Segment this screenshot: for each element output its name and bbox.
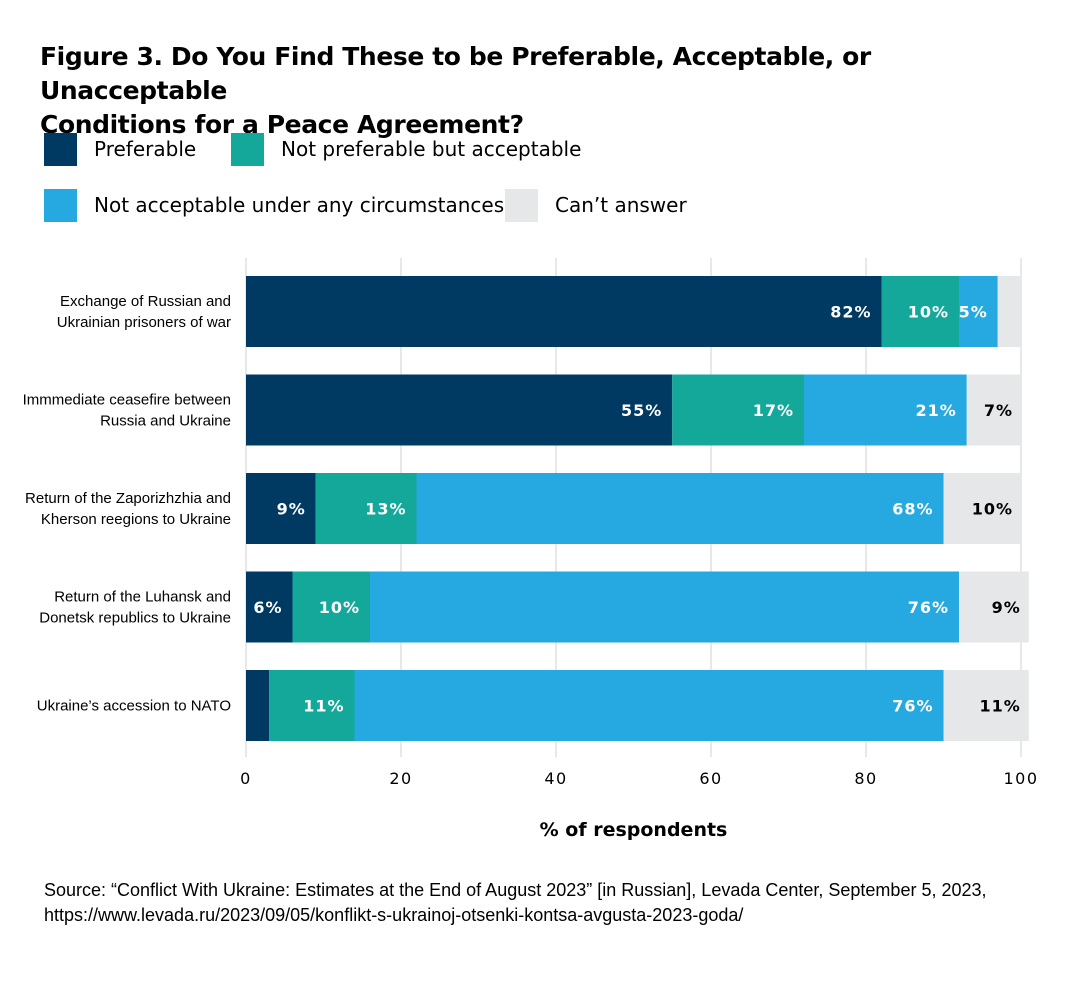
bar-segment-row4-series2 [354,670,944,741]
data-label-row1-series3: 7% [984,401,1013,420]
category-label-row2-line1: Kherson reegions to Ukraine [41,511,231,528]
bar-segment-row3-series1 [292,571,370,643]
x-tick-label-40: 40 [544,769,567,788]
legend-swatch-cant-answer [505,188,538,222]
bar-segment-row2-series3 [943,473,1021,544]
chart-title-line-2: Conditions for a Peace Agreement? [40,110,524,139]
bar-segment-row3-series2 [370,571,959,643]
bar-segment-row0-series1 [881,276,959,347]
bar-segment-row3-series3 [959,571,1029,643]
data-label-row3-series1: 10% [319,598,360,617]
x-tick-label-0: 0 [240,769,252,788]
data-label-row2-series1: 13% [365,500,406,519]
source-note: Source: “Conflict With Ukraine: Estimate… [44,878,1054,928]
data-label-row3-series2: 76% [908,598,949,617]
legend-item-preferable: Preferable [44,132,197,166]
chart-title: Figure 3. Do You Find These to be Prefer… [40,40,1040,142]
category-label-row1-line1: Russia and Ukraine [100,413,231,430]
bar-segment-row4-series1 [269,670,355,741]
bar-segment-row4-series3 [943,670,1029,741]
data-label-row4-series2: 76% [892,697,933,716]
legend-swatch-acceptable [231,132,264,166]
bar-segment-row0-series2 [959,276,998,347]
stacked-bar-chart: 82% 10% 5% Exchange of Russian and Ukrainian… [23,258,1038,841]
bar-segment-row1-series1 [672,374,804,446]
data-label-row1-series1: 17% [753,401,794,420]
category-label-row3-line0: Return of the Luhansk and [54,589,231,606]
bar-segment-row2-series2 [416,473,944,544]
data-label-row4-series3: 11% [979,697,1020,716]
data-label-row2-series0: 9% [277,500,306,519]
x-axis-title: % of respondents [540,819,728,841]
chart-title-line-1: Figure 3. Do You Find These to be Prefer… [40,42,871,105]
bar-segment-row1-series0 [246,374,673,446]
category-label-row2-line0: Return of the Zaporizhzhia and [25,490,231,507]
category-label-row4-line0: Ukraine’s accession to NATO [37,698,231,715]
data-label-row0-series2: 5% [959,303,988,322]
legend-label-not-acceptable: Not acceptable under any circumstances [94,193,505,217]
data-label-row1-series0: 55% [621,401,662,420]
bar-segment-row0-series3 [997,276,1021,347]
data-label-row3-series3: 9% [992,598,1021,617]
category-label-row3-line1: Donetsk republics to Ukraine [39,610,231,627]
data-label-row1-series2: 21% [915,401,956,420]
source-line-1: Source: “Conflict With Ukraine: Estimate… [44,880,987,900]
bar-segment-row2-series0 [246,473,316,544]
data-label-row2-series3: 10% [972,500,1013,519]
x-tick-label-60: 60 [699,769,722,788]
category-label-row1-line0: Immmediate ceasefire between [23,392,231,409]
legend-swatch-not-acceptable [44,188,77,222]
data-label-row4-series1: 11% [303,697,344,716]
data-label-row0-series0: 82% [830,303,871,322]
legend-item-cant-answer: Can’t answer [505,188,687,222]
legend-item-acceptable: Not preferable but acceptable [231,132,582,166]
bar-segment-row2-series1 [315,473,417,544]
bar-segment-row0-series0 [246,276,882,347]
bar-segment-row3-series0 [246,571,293,643]
category-label-row0-line1: Ukrainian prisoners of war [57,314,231,331]
legend-item-not-acceptable: Not acceptable under any circumstances [44,188,505,222]
legend-label-preferable: Preferable [94,137,197,161]
data-label-row0-series1: 10% [908,303,949,322]
legend-label-cant-answer: Can’t answer [555,193,687,217]
source-line-2: https://www.levada.ru/2023/09/05/konflik… [44,905,744,925]
x-tick-label-20: 20 [389,769,412,788]
bar-segment-row1-series2 [804,374,967,446]
category-label-row0-line0: Exchange of Russian and [60,293,231,310]
x-tick-label-80: 80 [854,769,877,788]
legend-label-acceptable: Not preferable but acceptable [281,137,582,161]
bar-segment-row4-series0 [246,670,270,741]
data-label-row2-series2: 68% [892,500,933,519]
bar-segment-row1-series3 [966,374,1021,446]
data-label-row3-series0: 6% [253,598,282,617]
x-tick-label-100: 100 [1003,769,1038,788]
legend-swatch-preferable [44,132,77,166]
